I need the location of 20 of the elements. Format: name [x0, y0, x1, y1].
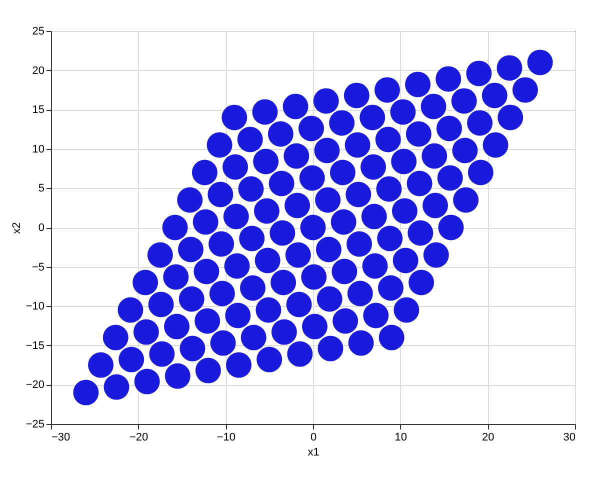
y-tick-label: −20 — [26, 379, 44, 392]
x-tick-label: −20 — [129, 432, 148, 444]
y-tick-label: 0 — [38, 222, 44, 234]
y-tick-label: 20 — [32, 64, 44, 77]
y-tick-label: 10 — [32, 143, 44, 156]
x-tick-label: −30 — [52, 432, 70, 444]
x-tick-label: 30 — [563, 432, 576, 444]
x-axis-title: x1 — [308, 446, 320, 458]
y-tick-label: −5 — [32, 261, 44, 274]
x-tick-label: −10 — [216, 432, 236, 444]
x-tick-label: 10 — [394, 432, 407, 444]
y-axis-title: x2 — [10, 222, 23, 234]
x-tick-label: 20 — [482, 432, 494, 444]
y-tick-label: 15 — [32, 104, 44, 116]
y-tick-label: −15 — [26, 340, 44, 352]
x-tick-label: 0 — [310, 432, 317, 444]
y-tick-label: 25 — [32, 26, 44, 38]
y-tick-label: −25 — [26, 418, 44, 430]
y-tick-label: −10 — [26, 300, 44, 313]
y-tick-label: 5 — [38, 182, 44, 195]
